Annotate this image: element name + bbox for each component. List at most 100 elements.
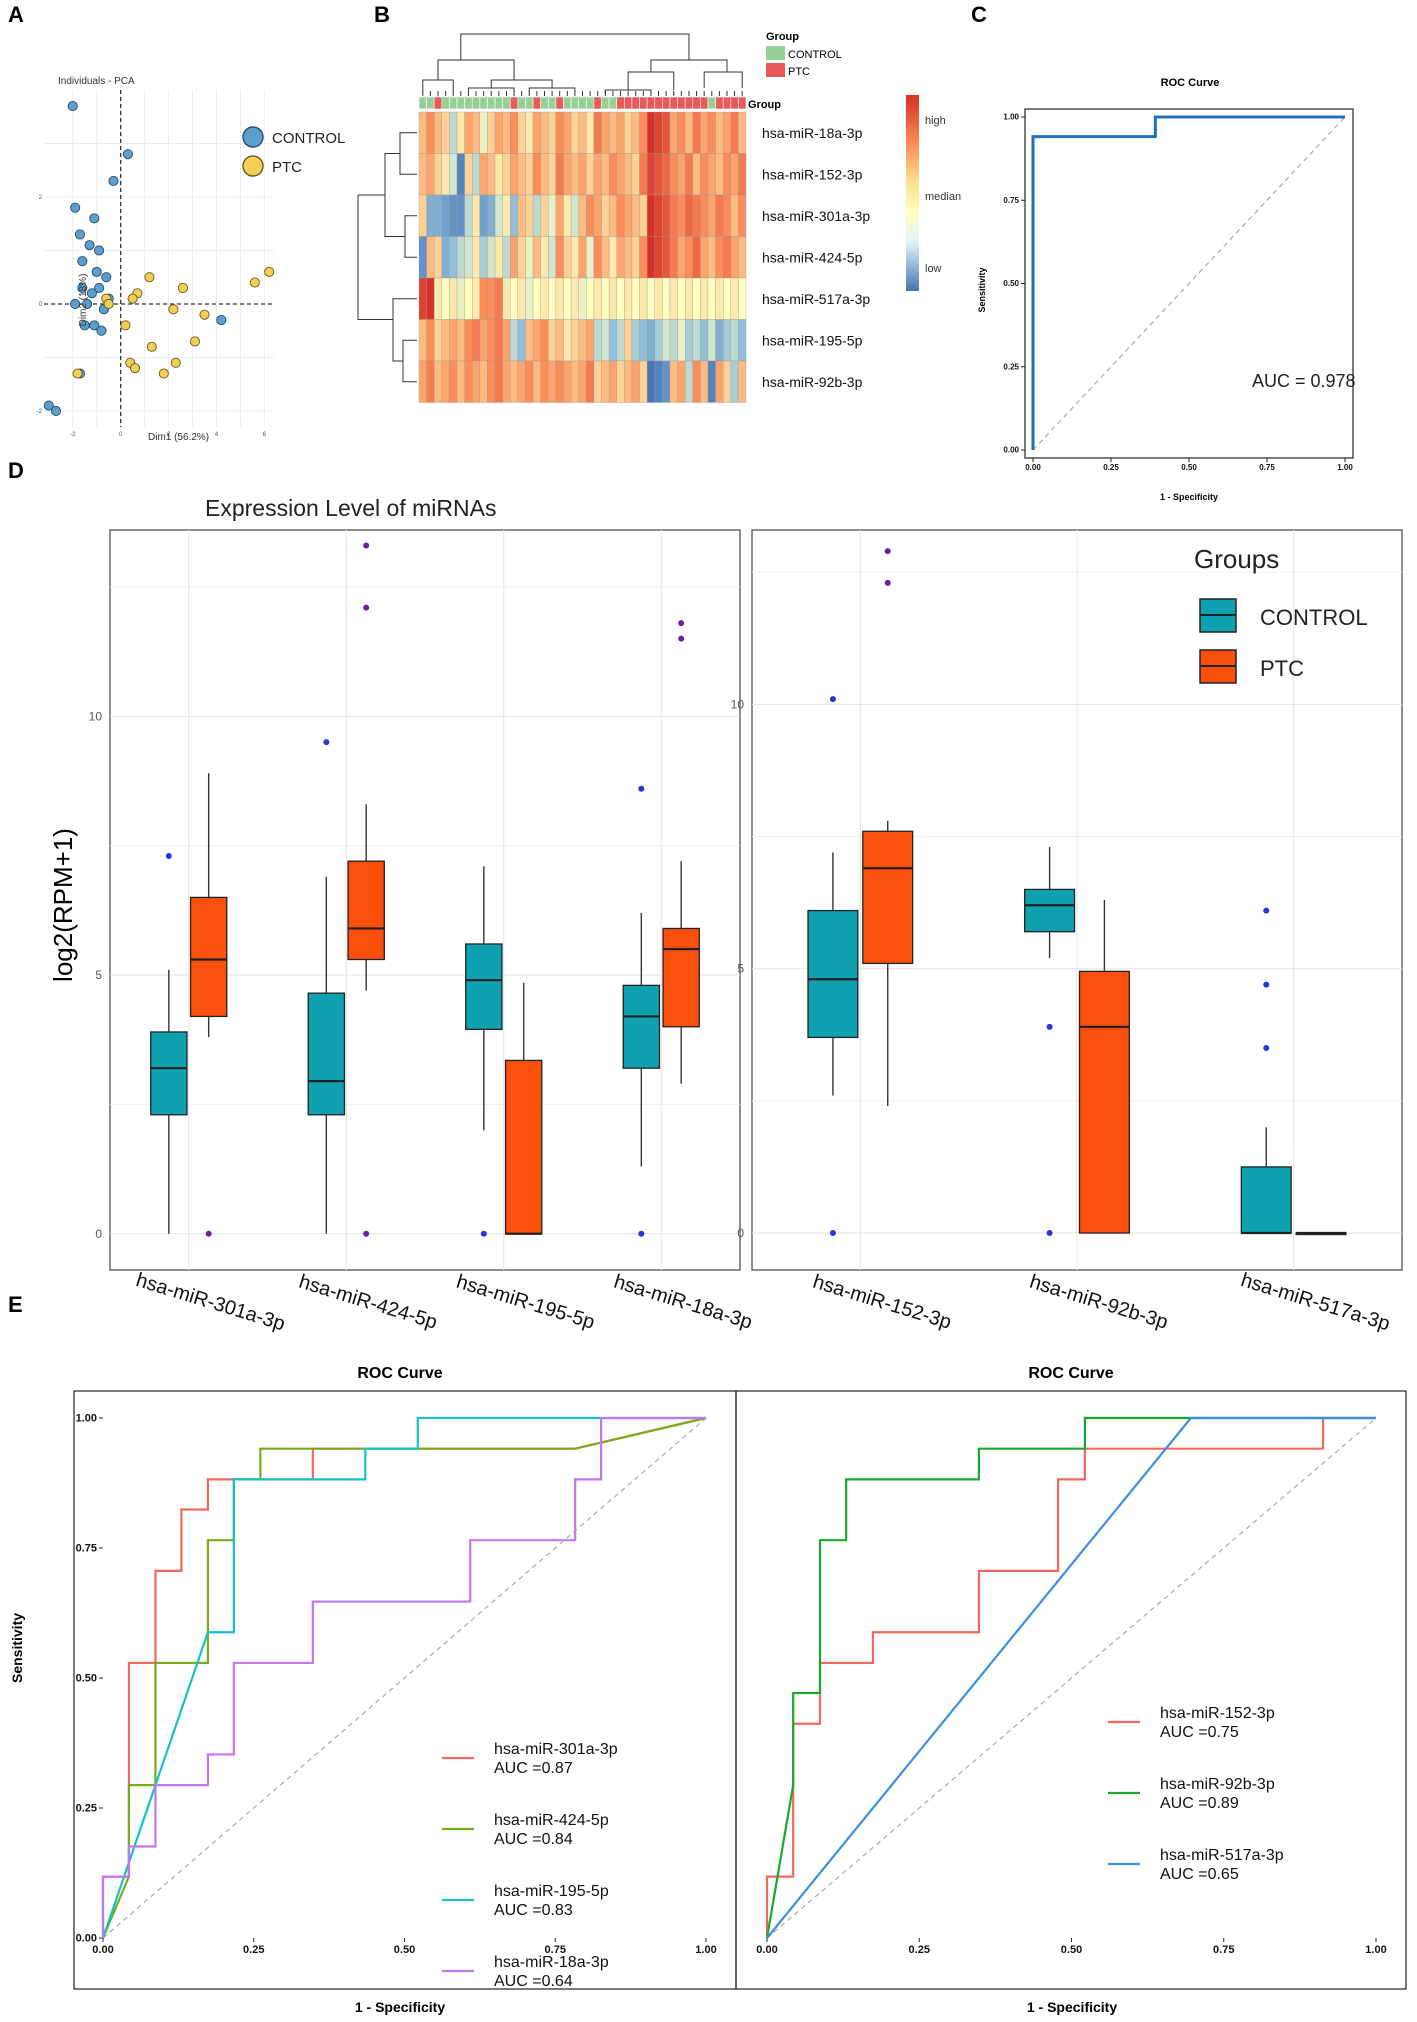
heatmap-cell bbox=[525, 360, 534, 403]
heatmap-cell bbox=[517, 236, 526, 279]
heatmap-group-cell bbox=[677, 96, 686, 110]
heatmap-row-labels: hsa-miR-18a-3p hsa-miR-152-3p hsa-miR-301a… bbox=[762, 125, 870, 390]
pca-point-ptc bbox=[158, 368, 169, 379]
roc-y-tick-label: 1.00 bbox=[1003, 113, 1019, 122]
heatmap-cell bbox=[525, 236, 534, 279]
heatmap-cell bbox=[730, 194, 739, 237]
heatmap-cell bbox=[479, 194, 488, 237]
heatmap-cell bbox=[586, 360, 595, 403]
heatmap-cell bbox=[502, 277, 511, 320]
pca-point-control bbox=[94, 245, 105, 256]
boxplot-category-label: hsa-miR-301a-3p bbox=[133, 1269, 287, 1335]
heatmap-cell bbox=[723, 194, 731, 237]
heatmap-cell bbox=[517, 111, 526, 154]
heatmap-group-cell bbox=[631, 96, 640, 110]
heatmap-cell bbox=[646, 111, 655, 154]
boxplot-legend-title: Groups bbox=[1194, 544, 1279, 574]
heatmap-cell bbox=[441, 236, 450, 279]
boxplot-title: Expression Level of miRNAs bbox=[205, 495, 496, 521]
heatmap-cell bbox=[601, 111, 610, 154]
heatmap-cell bbox=[487, 111, 496, 154]
pca-panel: Individuals - PCA -2 0 2 4 6 -2 0 2 Dim1 (56.2%… bbox=[37, 76, 346, 443]
roc-series-hsa-miR-517a-3p bbox=[766, 1416, 1376, 1939]
heatmap-cell bbox=[464, 153, 473, 196]
heatmap-cell bbox=[684, 111, 693, 154]
heatmap-cell bbox=[456, 194, 465, 237]
heatmap-cell bbox=[487, 153, 496, 196]
heatmap-group-cell bbox=[692, 96, 701, 110]
heatmap-group-cell bbox=[464, 96, 473, 110]
pca-point-ptc bbox=[264, 266, 275, 277]
heatmap-row-label: hsa-miR-424-5p bbox=[762, 249, 863, 265]
heatmap-cell bbox=[692, 194, 701, 237]
boxplot-right: 0 5 10 hsa-miR-152-3p hsa-miR-92b-3p hsa-miR-… bbox=[731, 529, 1403, 1335]
roc-legend-name: hsa-miR-424-5p bbox=[494, 1812, 609, 1829]
heatmap-column-dendrogram bbox=[422, 33, 743, 96]
heatmap-cell bbox=[593, 319, 602, 362]
heatmap-group-row bbox=[418, 96, 747, 110]
heatmap-cell bbox=[707, 319, 716, 362]
heatmap-group-row-label: Group bbox=[748, 99, 781, 111]
heatmap-row-label: hsa-miR-92b-3p bbox=[762, 374, 863, 390]
heatmap-cell bbox=[723, 111, 731, 154]
heatmap-cell bbox=[639, 319, 648, 362]
heatmap-cell bbox=[510, 153, 519, 196]
pca-point-control bbox=[216, 314, 227, 326]
heatmap-cell bbox=[555, 277, 564, 320]
heatmap-cell bbox=[426, 153, 435, 196]
roc-c-y-label: Sensitivity bbox=[977, 267, 987, 312]
heatmap-cell bbox=[646, 236, 655, 279]
boxplot-box-control bbox=[622, 984, 661, 1069]
heatmap-cell bbox=[472, 111, 481, 154]
heatmap-group-cell bbox=[700, 96, 709, 110]
boxplot-y-label: log2(RPM+1) bbox=[48, 828, 78, 982]
heatmap-cell bbox=[608, 153, 617, 196]
boxplot-outlier bbox=[678, 620, 685, 627]
pca-legend-control-swatch bbox=[242, 126, 264, 148]
heatmap-cell bbox=[700, 111, 709, 154]
roc-e2-title: ROC Curve bbox=[1028, 1365, 1113, 1382]
heatmap-cell bbox=[479, 277, 488, 320]
pca-point-control bbox=[91, 266, 102, 277]
heatmap-cell bbox=[570, 194, 579, 237]
heatmap-cell bbox=[578, 111, 587, 154]
heatmap-cell bbox=[570, 236, 579, 279]
heatmap-cell bbox=[487, 236, 496, 279]
heatmap-cell bbox=[449, 194, 458, 237]
heatmap-cell bbox=[441, 111, 450, 154]
heatmap-cell bbox=[654, 111, 663, 154]
pca-point-control bbox=[84, 240, 95, 251]
heatmap-cell bbox=[586, 194, 595, 237]
heatmap-cell bbox=[517, 319, 526, 362]
heatmap-cell bbox=[646, 319, 655, 362]
pca-point-control bbox=[94, 282, 105, 293]
roc-series-ROC bbox=[1031, 115, 1345, 450]
roc-legend-auc: AUC =0.89 bbox=[1160, 1795, 1239, 1812]
heatmap-cell bbox=[464, 360, 473, 403]
boxplot-outlier bbox=[829, 1230, 836, 1236]
heatmap-cell bbox=[517, 153, 526, 196]
boxplot-outlier bbox=[363, 604, 370, 611]
heatmap-cell bbox=[738, 360, 747, 403]
boxplot-box-ptc bbox=[862, 830, 914, 965]
heatmap-cell bbox=[426, 236, 435, 279]
heatmap-cell bbox=[631, 111, 640, 154]
pca-point-control bbox=[74, 229, 85, 240]
roc-series-hsa-miR-18a-3p bbox=[101, 1416, 706, 1938]
heatmap-cell bbox=[540, 277, 549, 320]
heatmap-cell bbox=[472, 319, 481, 362]
heatmap-group-cell bbox=[555, 96, 564, 110]
pca-x-label: Dim1 (56.2%) bbox=[148, 432, 209, 443]
heatmap-cell bbox=[563, 277, 572, 320]
heatmap-scale-median: median bbox=[925, 191, 961, 203]
heatmap-cell bbox=[684, 153, 693, 196]
boxplot-category-label: hsa-miR-195-5p bbox=[454, 1271, 598, 1334]
heatmap-cell bbox=[662, 111, 671, 154]
heatmap-cell bbox=[646, 153, 655, 196]
heatmap-cell bbox=[578, 194, 587, 237]
heatmap-cell bbox=[494, 194, 503, 237]
heatmap-cell bbox=[540, 319, 549, 362]
heatmap-cell bbox=[593, 153, 602, 196]
heatmap-cell bbox=[593, 236, 602, 279]
heatmap-cell bbox=[449, 319, 458, 362]
